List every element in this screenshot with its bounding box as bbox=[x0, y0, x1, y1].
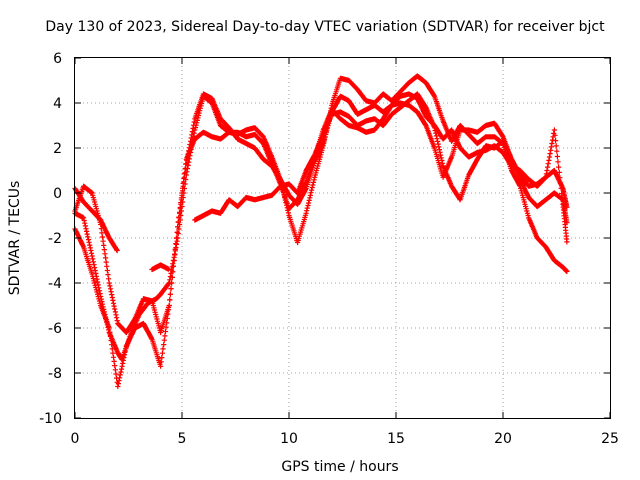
y-tick-label: -2 bbox=[48, 231, 62, 247]
y-tick-label: 4 bbox=[53, 96, 62, 112]
y-tick-label: 6 bbox=[53, 51, 62, 67]
data-series bbox=[72, 73, 570, 336]
grid-lines bbox=[75, 58, 610, 418]
y-axis-ticks: -10 -8 -6 -4 -2 0 2 4 6 bbox=[39, 51, 610, 427]
x-tick-label: 5 bbox=[178, 431, 187, 447]
y-axis-title: SDTVAR / TECUs bbox=[7, 181, 23, 296]
data-point-markers bbox=[72, 91, 570, 273]
x-tick-label: 15 bbox=[387, 431, 405, 447]
x-tick-label: 20 bbox=[494, 431, 512, 447]
y-tick-label: 2 bbox=[53, 141, 62, 157]
data-series bbox=[72, 91, 570, 273]
x-tick-label: 10 bbox=[280, 431, 298, 447]
x-tick-label: 25 bbox=[601, 431, 619, 447]
y-tick-label: -10 bbox=[39, 411, 62, 427]
y-tick-label: -6 bbox=[48, 321, 62, 337]
y-tick-label: -8 bbox=[48, 366, 62, 382]
data-point-markers bbox=[72, 73, 570, 336]
y-tick-label: -4 bbox=[48, 276, 62, 292]
y-tick-label: 0 bbox=[53, 186, 62, 202]
x-tick-label: 0 bbox=[71, 431, 80, 447]
x-axis-ticks: 0 5 10 15 20 25 bbox=[71, 58, 619, 447]
x-axis-title: GPS time / hours bbox=[281, 459, 398, 475]
chart-title: Day 130 of 2023, Sidereal Day-to-day VTE… bbox=[45, 19, 605, 35]
plot-frame bbox=[74, 57, 611, 419]
data-markers bbox=[72, 73, 570, 390]
